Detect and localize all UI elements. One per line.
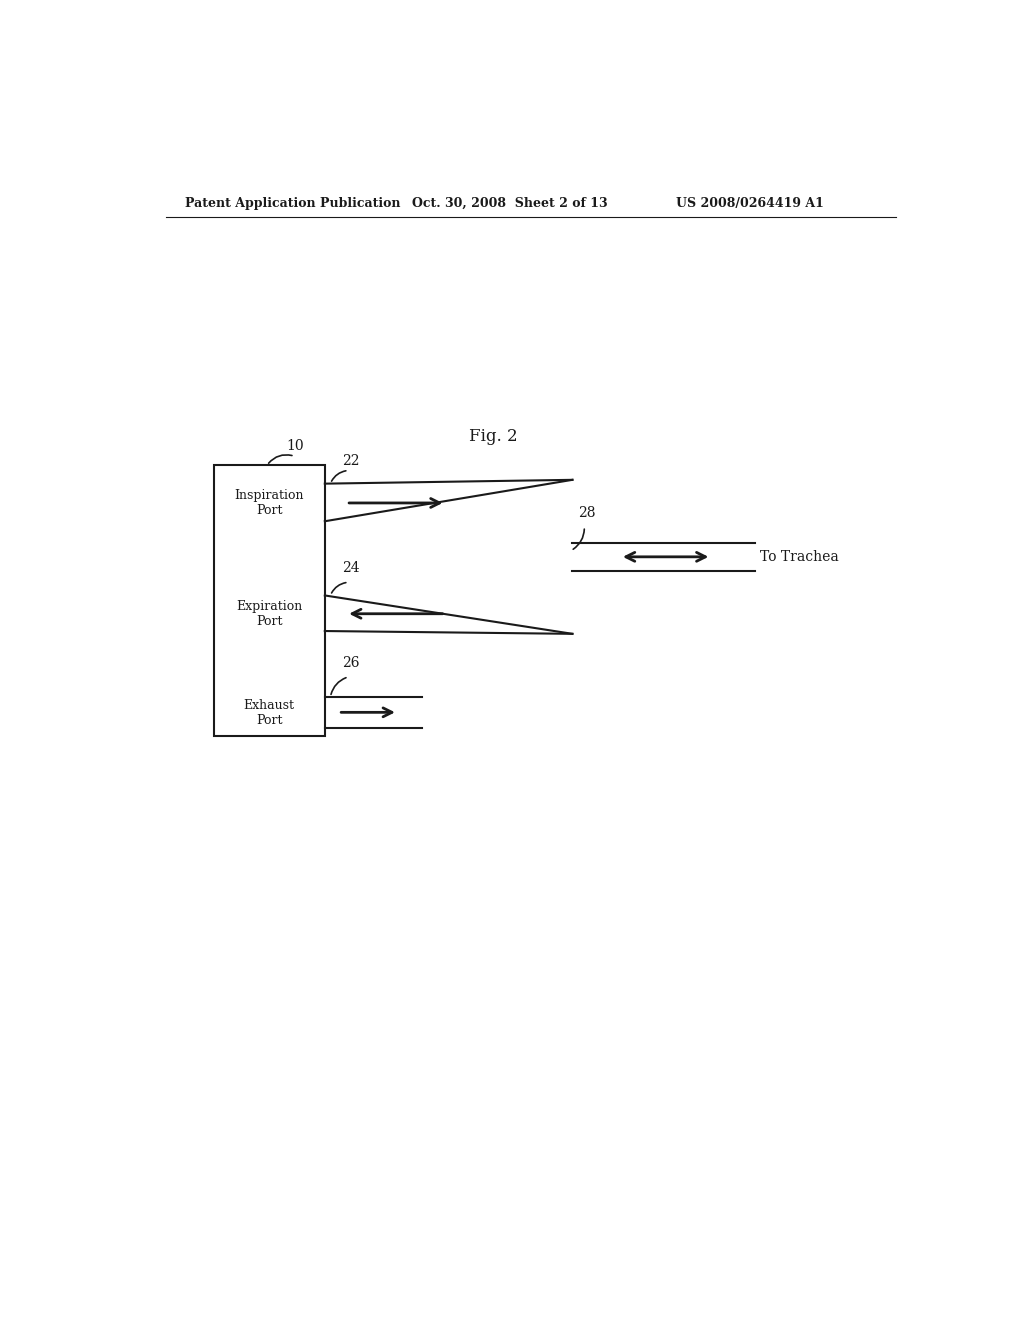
Text: 28: 28 — [578, 507, 596, 520]
Text: US 2008/0264419 A1: US 2008/0264419 A1 — [676, 197, 823, 210]
Text: 26: 26 — [342, 656, 359, 669]
Text: To Trachea: To Trachea — [760, 550, 839, 564]
Text: Oct. 30, 2008  Sheet 2 of 13: Oct. 30, 2008 Sheet 2 of 13 — [412, 197, 607, 210]
Text: 22: 22 — [342, 454, 359, 469]
Text: 24: 24 — [342, 561, 359, 576]
Text: Expiration
Port: Expiration Port — [237, 599, 302, 628]
Text: 10: 10 — [287, 440, 304, 453]
Text: Inspiration
Port: Inspiration Port — [234, 488, 304, 517]
Text: Exhaust
Port: Exhaust Port — [244, 700, 295, 727]
Text: Fig. 2: Fig. 2 — [469, 428, 518, 445]
Text: Patent Application Publication: Patent Application Publication — [185, 197, 400, 210]
